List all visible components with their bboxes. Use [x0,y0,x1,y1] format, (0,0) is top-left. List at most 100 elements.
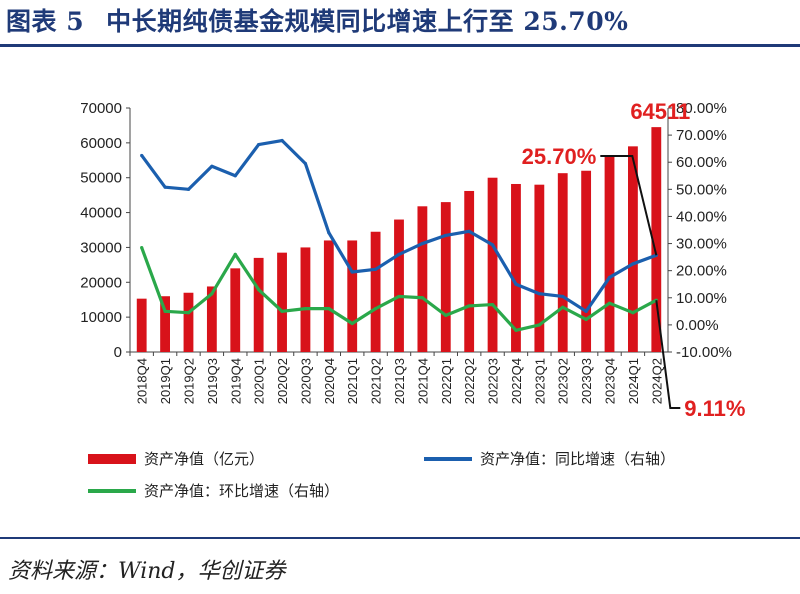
y-right-tick-label: 10.00% [676,290,727,307]
bar [487,177,498,352]
legend-label-qoq: 资产净值：环比增速（右轴） [144,482,340,500]
qoq-point [397,294,401,299]
qoq-point [561,305,565,309]
qoq-point [490,302,495,307]
y-right-tick-label: 40.00% [676,208,727,225]
legend-label-nav: 资产净值（亿元） [144,450,265,468]
bar [160,296,170,352]
x-tick-label: 2022Q2 [462,358,477,404]
bar-annotation: 64511 [630,99,690,124]
yoy-point [397,252,401,256]
yoy-point [327,231,331,235]
x-tick-label: 2023Q2 [556,358,571,404]
x-tick-label: 2018Q4 [135,358,150,404]
yoy-point [631,262,635,266]
yoy-point [537,292,541,296]
yoy-point [467,229,471,233]
bar [183,292,194,352]
bar [464,190,475,352]
yoy-point [257,143,261,147]
x-tick-label: 2019Q1 [158,358,173,404]
x-tick-label: 2020Q1 [252,358,267,404]
yoy-point [444,233,448,238]
x-tick-label: 2022Q4 [509,358,524,404]
yoy-point [163,185,167,189]
qoq-point [607,301,612,305]
x-tick-label: 2021Q2 [369,358,384,404]
y-left-tick-label: 40000 [80,205,122,222]
legend-label-yoy: 资产净值：同比增速（右轴） [480,450,676,468]
legend-swatch-qoq [88,488,136,493]
y-left-tick-label: 10000 [80,309,122,326]
y-left-tick-label: 50000 [80,170,122,187]
yoy-point [210,164,214,168]
qoq-point [140,246,144,250]
x-tick-label: 2023Q1 [532,358,547,404]
yoy-point [233,174,237,178]
bar [628,146,638,352]
yoy-point [350,270,354,274]
bar [651,127,662,352]
x-tick-label: 2020Q3 [298,358,313,404]
yoy-point [374,267,378,271]
x-tick-label: 2021Q1 [345,358,360,404]
qoq-point [186,311,191,315]
bar [253,257,264,352]
legend-swatch-bar [88,453,136,464]
y-left-tick-label: 20000 [80,274,122,291]
yoy-point [607,275,612,280]
qoq-point [327,307,331,311]
legend-item-yoy: 资产净值：同比增速（右轴） [424,448,675,469]
qoq-annotation: 9.11% [684,396,745,421]
x-tick-label: 2020Q4 [322,358,337,404]
y-right-tick-label: 0.00% [676,317,719,334]
yoy-point [584,309,588,313]
bar [347,240,358,352]
source-note: 资料来源：Wind，华创证券 [8,559,286,584]
y-right-tick-label: 50.00% [676,181,727,198]
qoq-point [537,323,541,327]
bar [277,252,287,352]
x-tick-label: 2019Q3 [205,358,220,404]
bar [417,206,428,352]
x-tick-label: 2024Q1 [626,358,641,404]
bar [581,170,592,352]
x-tick-label: 2022Q3 [486,358,501,404]
bar [440,202,451,352]
qoq-point [374,307,378,311]
yoy-point [514,282,518,286]
bar [230,268,241,352]
qoq-point [303,307,308,311]
bar [394,219,404,352]
yoy-point [303,161,308,166]
chart-area: 0 10000 20000 30000 40000 50000 60000 70000 -10.… [80,99,745,421]
yoy-annotation: 25.70% [522,144,597,169]
qoq-point [257,288,261,292]
title-text: 中长期纯债基金规模同比增速上行至 25.70% [106,7,629,36]
qoq-point [233,252,237,256]
x-tick-label: 2024Q2 [649,358,664,404]
yoy-point [490,243,495,247]
x-tick-label: 2023Q4 [603,358,618,404]
y-right-tick-label: 30.00% [676,236,727,253]
bar [136,298,147,352]
x-tick-label: 2023Q3 [579,358,594,404]
qoq-point [631,311,635,315]
bar [370,231,381,352]
y-right-tick-label: -10.00% [676,344,732,361]
y-right-tick-label: 70.00% [676,127,727,144]
qoq-point [514,328,518,332]
y-left-tick-label: 70000 [80,100,122,117]
title-rule [0,44,800,47]
qoq-point [584,317,588,322]
y-left-tick-label: 60000 [80,135,122,152]
y-left-tick-label: 0 [114,344,122,361]
chart-title: 图表 5 中长期纯债基金规模同比增速上行至 25.70% [6,2,628,42]
bar [206,286,217,352]
legend-swatch-yoy [424,456,472,461]
qoq-point [280,309,284,313]
bar [557,173,568,352]
legend-item-nav: 资产净值（亿元） [88,448,264,469]
yoy-point [280,138,284,143]
legend-item-qoq: 资产净值：环比增速（右轴） [88,480,339,501]
